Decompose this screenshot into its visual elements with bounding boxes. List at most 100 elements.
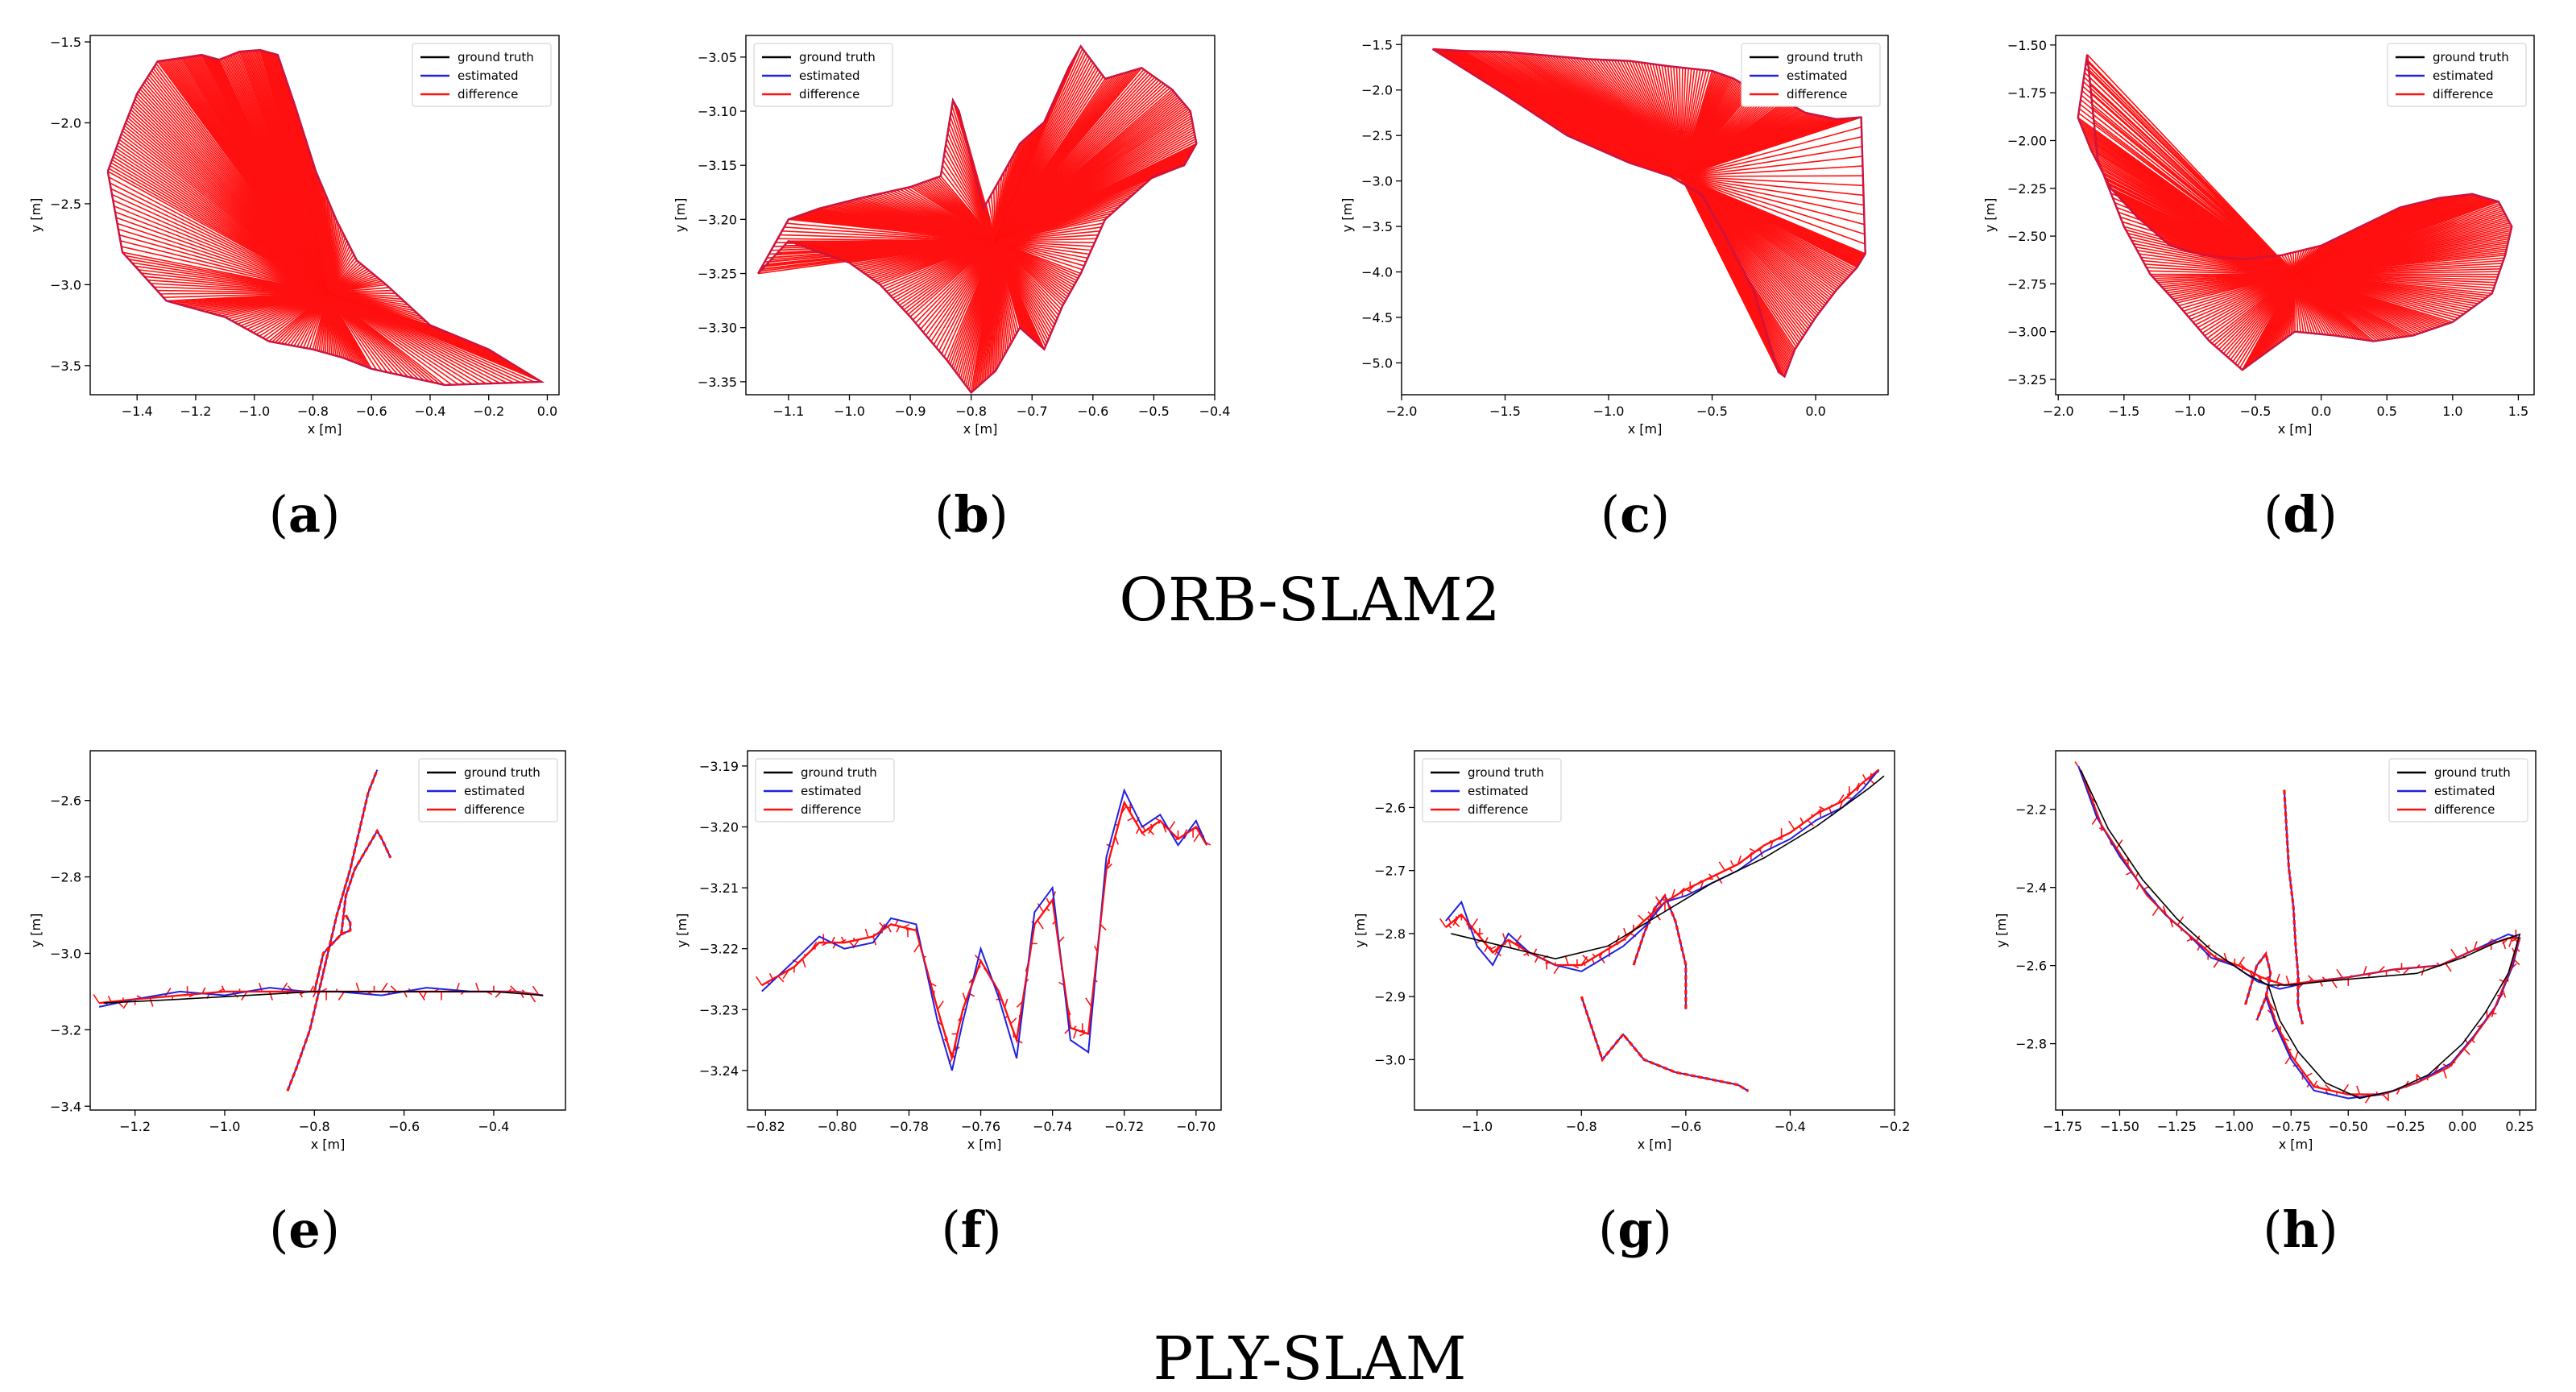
x-tick-label: −0.6: [356, 404, 387, 419]
chart-panel-b: −1.1 −1.0 −0.9 −0.8 −0.7 −0.6 −0.5 −0.4 −3.35 −3.…: [673, 35, 1230, 437]
difference-segment: [781, 230, 996, 242]
y-tick-label: −2.5: [50, 197, 81, 212]
chart-panel-e: −1.2 −1.0 −0.8 −0.6 −0.4 −3.4 −3.2 −3.0 −2.8 −2.6…: [28, 750, 566, 1152]
axes-frame: [89, 35, 560, 396]
difference-segment: [922, 240, 996, 333]
x-tick-label: −1.5: [1489, 404, 1521, 419]
difference-series: [2077, 54, 2513, 371]
difference-segment: [1127, 817, 1134, 822]
difference-segment: [1471, 918, 1479, 928]
plot-area: [106, 48, 545, 387]
x-axis-label: x [m]: [963, 421, 998, 437]
difference-segment: [1564, 956, 1569, 966]
difference-segment: [1437, 52, 1682, 177]
difference-segment: [1037, 903, 1045, 913]
panel-letter-e: (e): [269, 1200, 340, 1259]
difference-segment: [121, 246, 328, 294]
difference-segment: [2123, 226, 2296, 276]
plot-area: [1431, 48, 1866, 379]
difference-segment: [2238, 956, 2245, 967]
x-tick-label: −1.0: [238, 404, 270, 419]
y-tick-label: −3.35: [698, 375, 737, 390]
x-tick-label: −1.5: [2108, 404, 2139, 419]
difference-segment: [122, 251, 328, 294]
legend-label: difference: [1787, 87, 1847, 102]
legend-label: ground truth: [458, 50, 534, 64]
x-tick-label: −0.72: [1104, 1119, 1144, 1134]
difference-segment: [1638, 914, 1645, 922]
legend: ground truth estimated difference: [412, 43, 552, 107]
difference-segment: [2094, 121, 2296, 276]
legend-box: [2388, 758, 2528, 822]
difference-segment: [995, 240, 1083, 271]
x-tick-label: −2.0: [1386, 404, 1418, 419]
ground-truth-line: [1451, 775, 1885, 960]
difference-segment: [786, 222, 996, 242]
difference-segment: [327, 292, 466, 385]
legend-label: ground truth: [1468, 765, 1544, 780]
y-axis-label: y [m]: [1352, 914, 1368, 948]
axes-frame: [1401, 35, 1889, 396]
x-tick-label: −1.1: [772, 404, 804, 419]
x-axis-label: x [m]: [1638, 1137, 1672, 1152]
y-tick-label: −2.8: [2015, 1037, 2047, 1052]
difference-segment: [995, 240, 1091, 251]
difference-segment: [920, 240, 996, 330]
difference-segment: [115, 217, 328, 294]
legend: ground truth estimated difference: [755, 758, 895, 822]
difference-line: [761, 800, 1208, 1059]
difference-segment: [2089, 77, 2296, 276]
difference-segment: [887, 926, 892, 933]
x-tick-label: −0.5: [2240, 404, 2272, 419]
y-tick-label: −5.0: [1361, 355, 1393, 371]
y-tick-label: −2.2: [2015, 802, 2047, 818]
group-title-ply-slam: PLY-SLAM: [1153, 1324, 1467, 1392]
difference-segment: [107, 996, 112, 1002]
y-axis-label: y [m]: [28, 198, 43, 233]
plot-area: [93, 769, 544, 1092]
difference-segment: [1680, 176, 1866, 235]
y-tick-label: −3.20: [699, 819, 739, 835]
legend: ground truth estimated difference: [1422, 758, 1562, 822]
difference-overlay: [1445, 768, 1880, 966]
difference-segment: [760, 240, 996, 272]
plot-area: [757, 44, 1198, 395]
y-tick-label: −1.5: [1361, 37, 1393, 52]
x-tick-label: −0.5: [1138, 404, 1170, 419]
x-tick-label: −0.80: [818, 1119, 857, 1134]
difference-segment: [117, 222, 328, 294]
x-tick-label: 0.0: [1805, 404, 1825, 419]
chart-panel-a: −1.4 −1.2 −1.0 −0.8 −0.6 −0.4 −0.2 0.0 −3.5 −3.0 −…: [28, 35, 560, 437]
difference-segment: [2092, 106, 2296, 276]
difference-segment: [1807, 819, 1814, 826]
x-tick-label: −1.0: [209, 1119, 241, 1134]
difference-segment: [1671, 889, 1675, 898]
x-tick-label: −1.0: [1593, 404, 1625, 419]
legend-label: ground truth: [801, 765, 877, 780]
difference-segment: [2116, 839, 2123, 849]
difference-segment: [2097, 159, 2296, 276]
legend: ground truth estimated difference: [753, 43, 893, 107]
difference-segment: [114, 211, 328, 294]
difference-overlay: [2077, 54, 2513, 371]
legend-label: estimated: [1468, 784, 1529, 798]
panel-letter-b: (b): [934, 485, 1008, 544]
axes-frame: [2055, 750, 2537, 1111]
y-axis-label: y [m]: [1982, 198, 1998, 233]
difference-segment: [475, 982, 480, 992]
difference-segment: [108, 176, 329, 294]
legend-label: ground truth: [1787, 50, 1863, 64]
difference-segment: [2091, 99, 2296, 276]
x-axis-label: x [m]: [967, 1137, 1002, 1152]
difference-segment: [1582, 955, 1589, 962]
x-tick-label: −0.6: [388, 1119, 420, 1134]
y-tick-label: −2.8: [50, 870, 81, 885]
difference-segment: [118, 228, 328, 294]
x-tick-label: 1.0: [2442, 404, 2462, 419]
legend: ground truth estimated difference: [1741, 43, 1881, 107]
x-tick-label: 0.5: [2377, 404, 2397, 419]
difference-segment: [1073, 1030, 1078, 1039]
group-title-orb-slam2: ORB-SLAM2: [1119, 566, 1500, 635]
difference-segment: [1862, 774, 1867, 781]
axes-frame: [745, 35, 1216, 396]
